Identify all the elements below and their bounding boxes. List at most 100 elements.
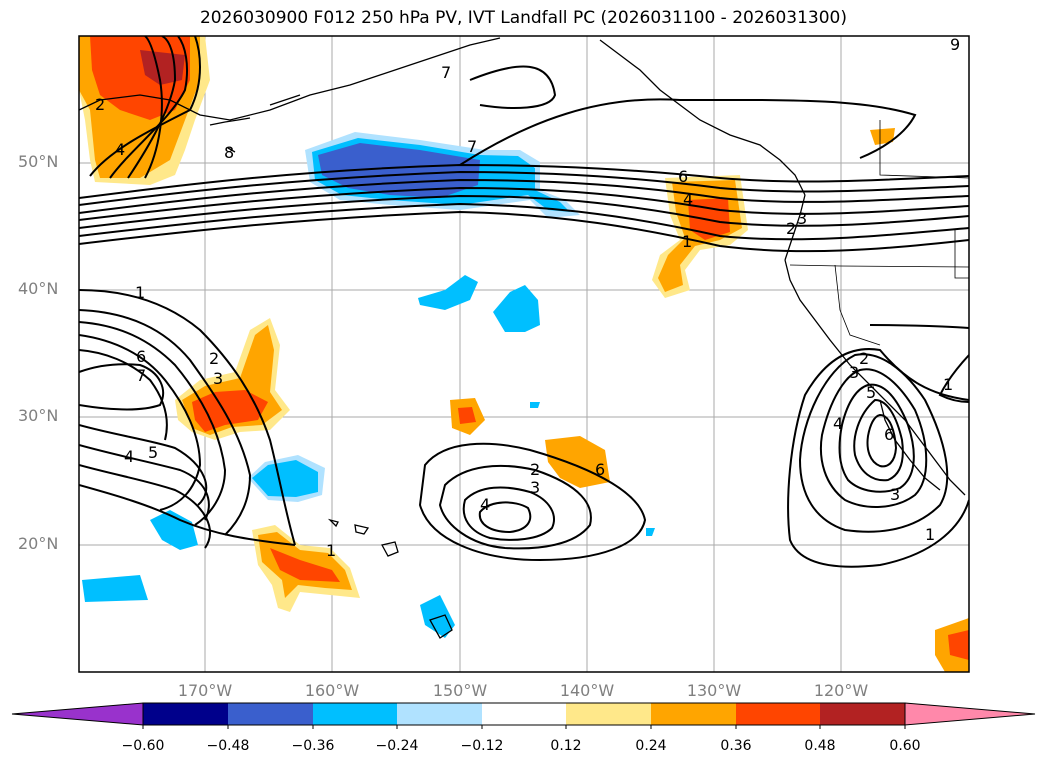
lat-label-50n: 50°N	[18, 152, 59, 171]
contour-label: 4	[124, 447, 134, 466]
contour-label: 4	[683, 190, 693, 209]
pv-alaska-closed	[469, 65, 557, 109]
lon-label-160w: 160°W	[304, 681, 360, 700]
pv-cutoff-2	[798, 353, 949, 533]
lon-label-120w: 120°W	[813, 681, 869, 700]
pv-trough-3	[79, 321, 227, 526]
colorbar-bin	[143, 703, 228, 725]
shade-mid-small-red	[458, 407, 476, 424]
pv-subtrop-2	[438, 464, 592, 550]
alaska-panhandle	[599, 39, 806, 196]
pv-nw-lobe-3	[127, 36, 177, 179]
pv-contours	[79, 36, 969, 568]
shade-neg-small-3	[420, 595, 455, 638]
pv-cutoff-east	[938, 354, 969, 403]
shade-neg-small-2	[82, 575, 148, 602]
pv-trough-8	[79, 444, 210, 521]
shade-se-corner-red	[948, 630, 969, 660]
colorbar-tick-label: 0.36	[720, 738, 752, 754]
pv-cutoff-1	[787, 324, 969, 568]
pv-jet-1	[79, 163, 969, 199]
contour-label: 1	[135, 283, 145, 302]
colorbar-extend-high	[904, 702, 1036, 726]
colorbar-bin	[397, 703, 482, 725]
contour-label: 3	[890, 485, 900, 504]
pv-cutoff-4	[838, 383, 915, 493]
colorbar-tick-label: 0.48	[804, 738, 836, 754]
contour-label: 8	[224, 143, 234, 162]
colorbar-tick-label: −0.36	[291, 738, 335, 754]
colorbar	[11, 702, 1036, 729]
contour-label: 7	[467, 137, 477, 156]
pv-subtrop-4	[478, 501, 532, 534]
colorbar-tick-label: −0.60	[121, 738, 165, 754]
colorbar-bin	[566, 703, 651, 725]
colorbar-bin	[736, 703, 820, 725]
pv-jet-5	[79, 194, 969, 229]
map-border	[78, 35, 970, 673]
pv-jet-4	[79, 186, 969, 221]
lon-label-140w: 140°W	[559, 681, 615, 700]
pv-trough-2	[79, 309, 252, 536]
positive-anomaly-shading	[79, 36, 969, 672]
colorbar-bin	[820, 703, 905, 725]
alaska-coast	[79, 37, 501, 121]
shade-neg-dot-1	[530, 402, 540, 408]
political-borders	[789, 120, 969, 346]
pv-cutoff-3	[819, 368, 928, 508]
contour-label: 1	[326, 541, 336, 560]
pv-trough-10	[79, 484, 296, 546]
lat-label-20n: 20°N	[18, 534, 59, 553]
lat-label-40n: 40°N	[18, 279, 59, 298]
pv-jet-2	[79, 170, 969, 206]
shade-neg-40n-a	[418, 275, 478, 310]
contour-label: 3	[213, 369, 223, 388]
contour-label: 2	[530, 460, 540, 479]
colorbar-bin	[651, 703, 736, 725]
contour-label: 6	[884, 425, 894, 444]
coastlines	[79, 37, 966, 639]
map-panel	[79, 36, 969, 672]
shade-south-red	[270, 548, 340, 582]
contour-label: 1	[925, 525, 935, 544]
pv-ridge-top	[459, 98, 917, 166]
colorbar-tick-label: 0.60	[889, 738, 921, 754]
contour-label: 6	[678, 167, 688, 186]
contour-label: 2	[95, 95, 105, 114]
contour-label: 5	[866, 383, 876, 402]
pv-subtrop-1	[418, 442, 647, 562]
colorbar-tick-label: −0.48	[206, 738, 250, 754]
hawaii-3	[381, 541, 399, 557]
colorbar-bin	[313, 703, 397, 725]
pv-trough-4	[79, 334, 202, 511]
contour-label: 1	[943, 375, 953, 394]
contour-label: 6	[595, 460, 605, 479]
contour-label-layer: 1 2 3 4 5 6 7 1 2 3 4 6 7 1 2 3 4 2 3 4 …	[95, 35, 960, 560]
contour-label: 3	[530, 478, 540, 497]
colorbar-tick-label: 0.12	[550, 738, 582, 754]
pv-jet-7	[79, 210, 969, 253]
pv-trough-6	[79, 363, 165, 411]
colorbar-tick-label: −0.12	[460, 738, 504, 754]
contour-label: 3	[849, 363, 859, 382]
contour-label: 4	[833, 414, 843, 433]
lon-label-150w: 150°W	[432, 681, 488, 700]
contour-label: 7	[136, 366, 146, 385]
pv-trough-5	[79, 349, 168, 441]
lon-label-170w: 170°W	[177, 681, 233, 700]
shade-neg-hawaii-w-core	[252, 460, 318, 497]
pv-nw-lobe-4	[144, 36, 163, 179]
pv-jet-6	[79, 202, 969, 241]
colorbar-tick-label: 0.24	[635, 738, 667, 754]
aleutians	[209, 94, 301, 153]
map-title: 2026030900 F012 250 hPa PV, IVT Landfall…	[199, 8, 847, 28]
contour-label: 7	[441, 63, 451, 82]
shade-neg-dot-2	[646, 528, 655, 536]
shade-mid-right	[545, 436, 610, 488]
contour-label: 2	[859, 349, 869, 368]
pv-jet-3	[79, 178, 969, 214]
colorbar-tick-label: −0.24	[375, 738, 419, 754]
pv-nw-lobe-2	[109, 36, 188, 179]
contour-label: 3	[797, 209, 807, 228]
